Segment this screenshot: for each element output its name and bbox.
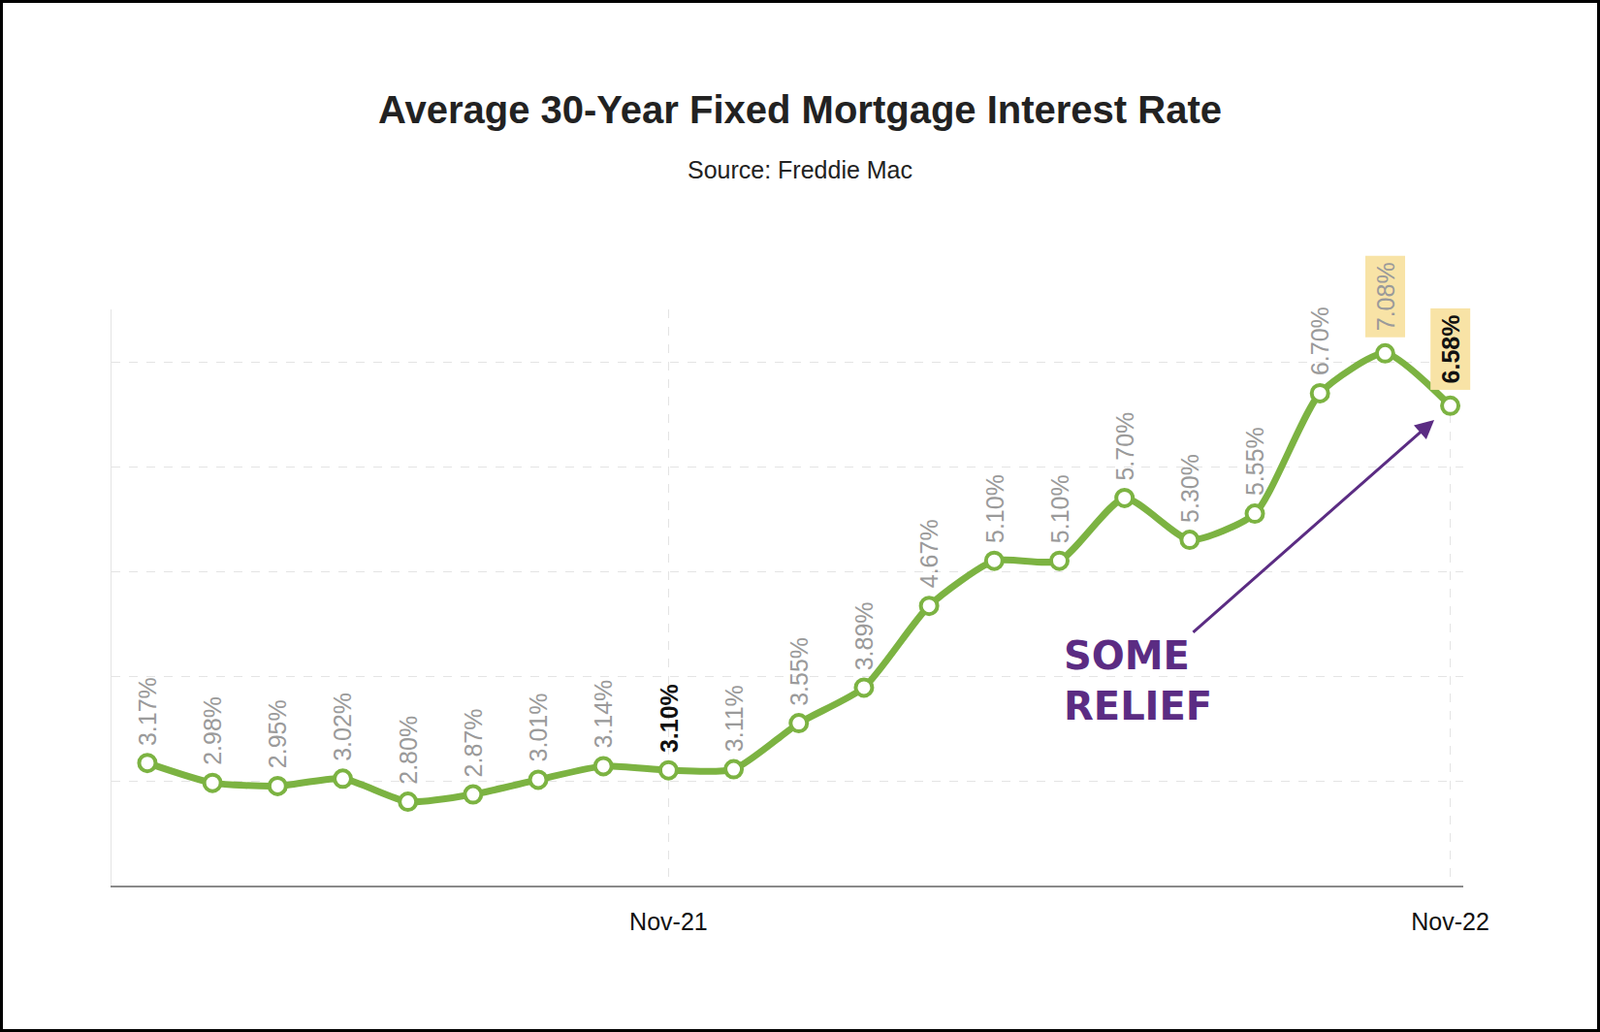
svg-text:5.30%: 5.30% [1176, 453, 1204, 523]
svg-text:4.67%: 4.67% [915, 518, 943, 588]
svg-text:7.08%: 7.08% [1372, 261, 1400, 331]
svg-text:3.55%: 3.55% [785, 637, 813, 706]
svg-text:3.02%: 3.02% [328, 692, 356, 762]
svg-text:6.70%: 6.70% [1306, 306, 1334, 376]
svg-text:Source: Freddie Mac: Source: Freddie Mac [687, 156, 913, 184]
svg-text:3.10%: 3.10% [655, 683, 683, 753]
svg-text:2.95%: 2.95% [263, 699, 291, 768]
svg-text:5.10%: 5.10% [981, 474, 1009, 544]
svg-text:3.17%: 3.17% [133, 676, 161, 746]
svg-text:Average 30-Year Fixed Mortgage: Average 30-Year Fixed Mortgage Interest … [378, 88, 1222, 131]
svg-text:Nov-22: Nov-22 [1410, 907, 1490, 935]
svg-text:3.14%: 3.14% [589, 679, 617, 749]
svg-text:3.01%: 3.01% [524, 693, 552, 763]
svg-text:2.98%: 2.98% [198, 696, 226, 766]
svg-text:3.11%: 3.11% [720, 684, 748, 752]
svg-text:6.58%: 6.58% [1437, 315, 1465, 384]
svg-text:5.70%: 5.70% [1111, 412, 1139, 481]
svg-text:2.80%: 2.80% [394, 715, 422, 785]
svg-text:Nov-21: Nov-21 [629, 907, 708, 935]
svg-text:5.55%: 5.55% [1241, 426, 1269, 496]
svg-text:SOMERELIEF: SOMERELIEF [1063, 633, 1213, 729]
svg-text:2.87%: 2.87% [459, 707, 487, 777]
svg-text:3.89%: 3.89% [850, 601, 878, 671]
svg-text:5.10%: 5.10% [1046, 474, 1074, 544]
